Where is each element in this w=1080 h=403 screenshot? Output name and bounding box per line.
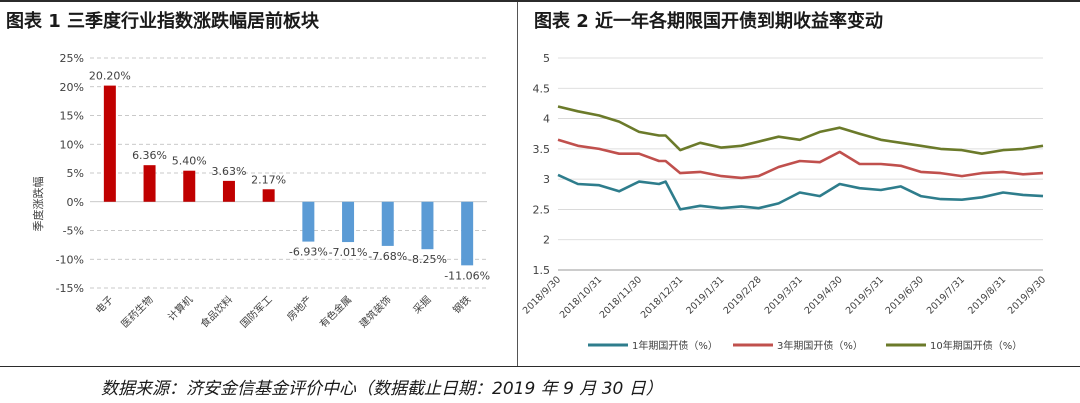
data-label: -7.68% [368,250,407,263]
bar [342,201,355,243]
x-tick-label: 2019/1/31 [684,274,726,316]
bar [183,170,196,202]
data-label: -6.93% [289,246,328,259]
industry-bar-chart: -15% -10% -5% 0% 5% 10% 15% 20% 25% 20.20% 6.36% 5… [31,52,490,330]
x-tick-label: 采掘 [410,293,433,316]
yield-line-chart: 1.522.533.544.55 2018/9/302018/10/312018… [521,52,1048,352]
data-label: 2.17% [251,173,286,186]
bar [461,201,474,266]
y-tick-label: 3 [543,173,550,186]
y-tick-label: 20% [60,81,84,94]
bar [302,201,315,242]
x-tick-label: 2019/6/30 [884,274,926,316]
y-tick-label: 5% [67,167,84,180]
x-tick-label: 2019/3/31 [763,274,805,316]
bottom-rule [0,366,1080,367]
data-label: -7.01% [329,246,368,259]
bar [421,201,434,250]
figure2-title: 图表 2 近一年各期限国开债到期收益率变动 [534,11,884,32]
data-label: 6.36% [132,149,167,162]
figure1-title: 图表 1 三季度行业指数涨跌幅居前板块 [6,11,320,32]
y-tick-label: -10% [56,253,84,266]
bar [222,180,235,202]
x-tick-label: 2019/8/31 [966,274,1008,316]
series-line [557,105,1044,155]
x-tick-label: 2019/2/28 [722,274,764,316]
x-tick-label: 计算机 [165,293,195,323]
legend-label: 3年期国开债（%） [777,339,863,352]
x-tick-label: 2018/12/31 [639,274,686,321]
y-tick-label: 1.5 [533,264,551,277]
bar [103,85,116,202]
x-tick-label: 有色金属 [317,293,354,330]
x-tick-label: 2019/5/31 [844,274,886,316]
x-tick-label: 国防军工 [237,293,274,330]
x-tick-label: 2018/9/30 [521,274,563,316]
bar [143,165,156,202]
data-label: 3.63% [211,165,246,178]
bar [262,189,275,202]
y-tick-label: 10% [60,138,84,151]
y-tick-label: 4 [543,113,550,126]
panel-divider [517,2,518,366]
data-source-note: 数据来源：济安金信基金评价中心（数据截止日期：2019 年 9 月 30 日） [101,379,663,399]
data-label: 5.40% [172,155,207,168]
bar [381,201,394,246]
y-tick-label: 25% [60,52,84,65]
x-tick-label: 医药生物 [118,293,155,330]
legend-label: 10年期国开债（%） [930,339,1022,352]
y-tick-label: 3.5 [533,143,551,156]
x-tick-label: 2019/9/30 [1006,274,1048,316]
x-tick-label: 2019/4/30 [803,274,845,316]
x-tick-label: 2018/11/30 [598,274,645,321]
y-tick-label: -5% [63,225,84,238]
y-tick-label: 2.5 [533,203,551,216]
y-axis-label: 季度涨跌幅 [31,177,45,232]
y-tick-label: 0% [67,196,84,209]
y-tick-label: 2 [543,234,550,247]
data-label: 20.20% [89,70,131,83]
x-tick-label: 食品饮料 [198,293,235,330]
data-label: -8.25% [408,253,447,266]
y-tick-label: 4.5 [533,82,551,95]
top-rule [0,0,1080,2]
y-tick-label: -15% [56,282,84,295]
series-line [557,173,1044,211]
x-tick-label: 钢铁 [450,293,473,316]
x-tick-label: 建筑装饰 [356,293,393,330]
legend-label: 1年期国开债（%） [632,339,718,352]
y-tick-label: 5 [543,52,550,65]
x-tick-label: 2019/7/31 [925,274,967,316]
data-label: -11.06% [444,269,490,282]
x-tick-label: 房地产 [284,293,314,323]
series-line [557,138,1044,180]
x-tick-label: 电子 [93,293,116,316]
y-tick-label: 15% [60,110,84,123]
